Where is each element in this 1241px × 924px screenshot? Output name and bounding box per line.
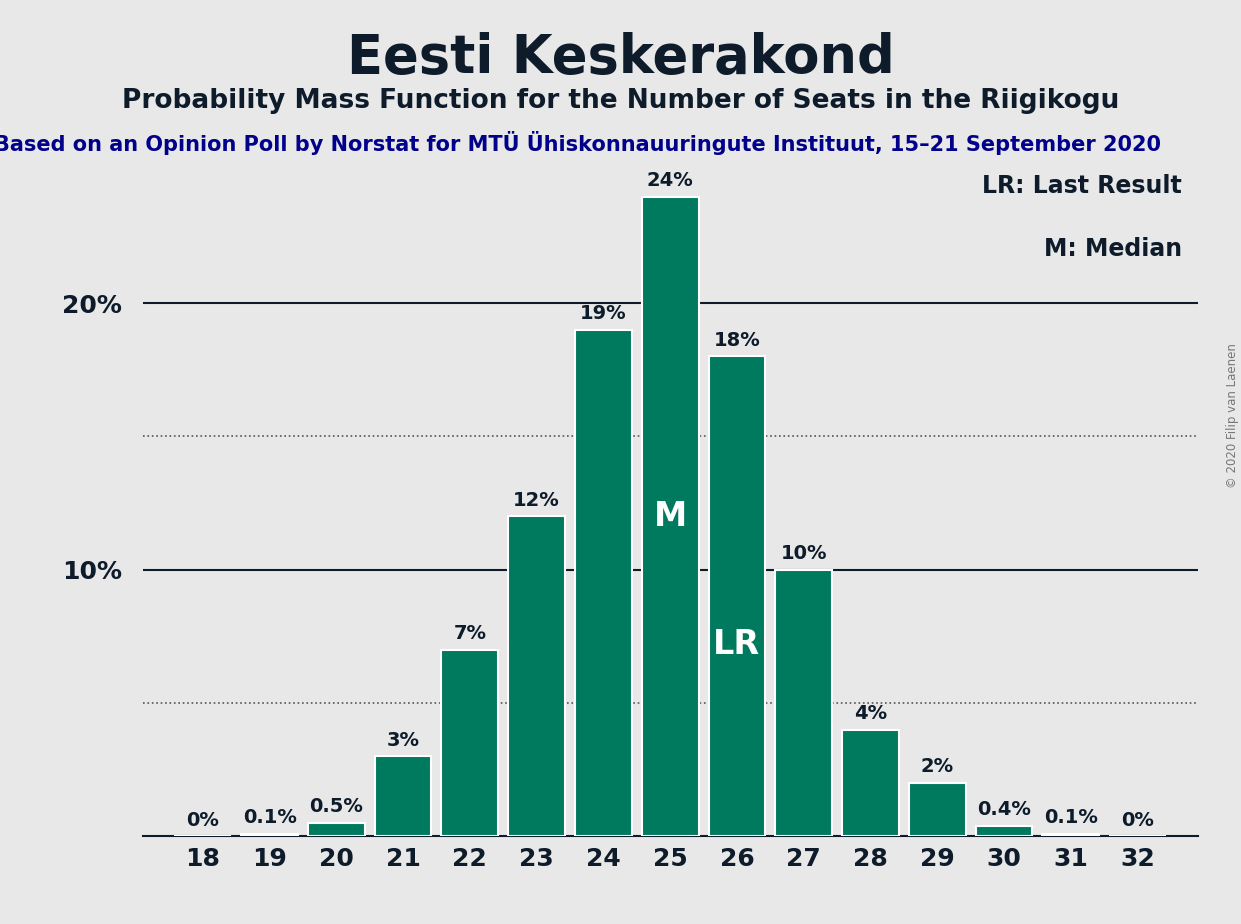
Text: 0.1%: 0.1%	[243, 808, 297, 827]
Text: Eesti Keskerakond: Eesti Keskerakond	[346, 32, 895, 84]
Bar	[442, 650, 498, 836]
Text: 0%: 0%	[186, 810, 220, 830]
Text: LR: Last Result: LR: Last Result	[982, 175, 1181, 199]
Text: Based on an Opinion Poll by Norstat for MTÜ Ühiskonnauuringute Instituut, 15–21 : Based on an Opinion Poll by Norstat for …	[0, 131, 1160, 155]
Text: 19%: 19%	[580, 304, 627, 323]
Text: 0%: 0%	[1121, 810, 1154, 830]
Text: M: M	[654, 500, 686, 533]
Text: © 2020 Filip van Laenen: © 2020 Filip van Laenen	[1226, 344, 1239, 488]
Text: 0.1%: 0.1%	[1044, 808, 1097, 827]
Bar	[843, 730, 898, 836]
Text: 7%: 7%	[453, 624, 486, 643]
Text: 4%: 4%	[854, 704, 887, 723]
Text: M: Median: M: Median	[1044, 237, 1181, 261]
Text: Probability Mass Function for the Number of Seats in the Riigikogu: Probability Mass Function for the Number…	[122, 88, 1119, 114]
Text: 0.4%: 0.4%	[977, 800, 1031, 819]
Text: 18%: 18%	[714, 331, 761, 350]
Bar	[241, 833, 298, 836]
Bar	[709, 357, 766, 836]
Bar	[908, 783, 965, 836]
Bar	[975, 825, 1033, 836]
Text: 3%: 3%	[387, 731, 419, 749]
Bar	[375, 756, 432, 836]
Bar	[509, 517, 565, 836]
Text: LR: LR	[714, 627, 761, 661]
Bar	[1042, 833, 1100, 836]
Text: 0.5%: 0.5%	[309, 797, 364, 816]
Bar	[642, 197, 699, 836]
Text: 2%: 2%	[921, 758, 954, 776]
Bar	[575, 330, 632, 836]
Bar	[776, 570, 831, 836]
Text: 24%: 24%	[647, 171, 694, 189]
Text: 10%: 10%	[781, 544, 827, 563]
Bar	[308, 823, 365, 836]
Text: 12%: 12%	[514, 491, 560, 510]
